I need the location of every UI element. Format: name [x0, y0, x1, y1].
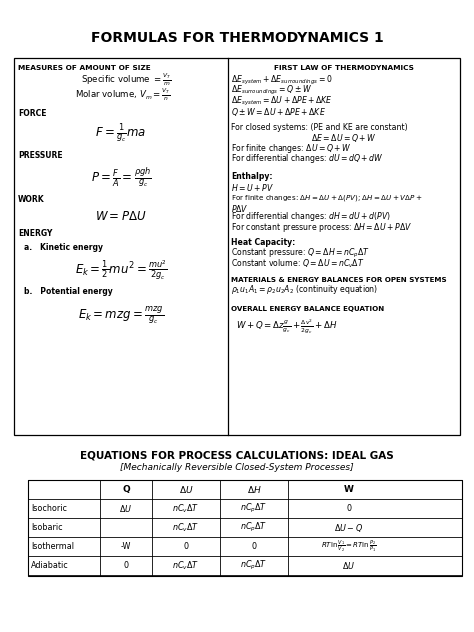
Text: $nC_p\Delta T$: $nC_p\Delta T$: [240, 502, 268, 515]
Text: For differential changes: $dU = dQ + dW$: For differential changes: $dU = dQ + dW$: [231, 152, 383, 165]
Text: Q: Q: [122, 485, 130, 494]
Text: Isothermal: Isothermal: [31, 542, 74, 551]
Bar: [28, 480, 462, 576]
Text: Enthalpy:: Enthalpy:: [231, 172, 273, 181]
Text: $\Delta E_{surroundings} = Q \pm W$: $\Delta E_{surroundings} = Q \pm W$: [231, 84, 312, 97]
Text: $\Delta E_{system} = \Delta U + \Delta PE + \Delta KE$: $\Delta E_{system} = \Delta U + \Delta P…: [231, 94, 333, 107]
Text: $\Delta U$: $\Delta U$: [342, 560, 356, 571]
Text: WORK: WORK: [18, 195, 45, 205]
Text: $nC_v\Delta T$: $nC_v\Delta T$: [173, 521, 200, 534]
Text: PRESSURE: PRESSURE: [18, 152, 63, 161]
Text: For closed systems: (PE and KE are constant): For closed systems: (PE and KE are const…: [231, 123, 408, 131]
Text: FORCE: FORCE: [18, 109, 46, 118]
Text: Heat Capacity:: Heat Capacity:: [231, 238, 295, 247]
Text: $nC_v\Delta T$: $nC_v\Delta T$: [173, 559, 200, 572]
Text: Specific volume $= \frac{V_T}{m}$: Specific volume $= \frac{V_T}{m}$: [81, 72, 171, 88]
Text: EQUATIONS FOR PROCESS CALCULATIONS: IDEAL GAS: EQUATIONS FOR PROCESS CALCULATIONS: IDEA…: [80, 450, 394, 460]
Text: FORMULAS FOR THERMODYNAMICS 1: FORMULAS FOR THERMODYNAMICS 1: [91, 31, 383, 45]
Text: For finite changes: $\Delta H = \Delta U + \Delta(PV)$; $\Delta H = \Delta U + V: For finite changes: $\Delta H = \Delta U…: [231, 193, 422, 203]
Text: 0: 0: [183, 542, 189, 551]
Text: -W: -W: [121, 542, 131, 551]
Text: $nC_p\Delta T$: $nC_p\Delta T$: [240, 559, 268, 572]
Text: $\Delta U$: $\Delta U$: [119, 503, 133, 514]
Text: [Mechanically Reversible Closed-System Processes]: [Mechanically Reversible Closed-System P…: [120, 463, 354, 471]
Text: 0: 0: [346, 504, 352, 513]
Text: $F = \frac{1}{g_c}ma$: $F = \frac{1}{g_c}ma$: [95, 123, 146, 145]
Text: Isobaric: Isobaric: [31, 523, 63, 532]
Text: $\Delta E = \Delta U = Q + W$: $\Delta E = \Delta U = Q + W$: [311, 131, 377, 143]
Text: $\Delta U - Q$: $\Delta U - Q$: [335, 521, 364, 533]
Text: $nC_v\Delta T$: $nC_v\Delta T$: [173, 502, 200, 514]
Text: $RT\ln\frac{V_1}{V_2} = RT\ln\frac{P_2}{P_1}$: $RT\ln\frac{V_1}{V_2} = RT\ln\frac{P_2}{…: [321, 538, 377, 554]
Text: For constant pressure process: $\Delta H = \Delta U + P\Delta V$: For constant pressure process: $\Delta H…: [231, 221, 412, 233]
Text: $\rho_1 u_1 A_1 = \rho_2 u_2 A_2$ (continuity equation): $\rho_1 u_1 A_1 = \rho_2 u_2 A_2$ (conti…: [231, 284, 378, 296]
Text: Adiabatic: Adiabatic: [31, 561, 69, 570]
Text: $P = \frac{F}{A} = \frac{\rho gh}{g_c}$: $P = \frac{F}{A} = \frac{\rho gh}{g_c}$: [91, 165, 151, 189]
Text: Molar volume, $V_m = \frac{V_T}{n}$: Molar volume, $V_m = \frac{V_T}{n}$: [75, 87, 171, 103]
Text: $W = P\Delta U$: $W = P\Delta U$: [95, 209, 147, 222]
Text: $E_k = mzg = \frac{mzg}{g_c}$: $E_k = mzg = \frac{mzg}{g_c}$: [78, 304, 164, 326]
Text: b.   Potential energy: b. Potential energy: [24, 288, 113, 296]
Text: MEASURES OF AMOUNT OF SIZE: MEASURES OF AMOUNT OF SIZE: [18, 65, 151, 71]
Text: $\Delta H$: $\Delta H$: [246, 484, 261, 495]
Text: MATERIALS & ENERGY BALANCES FOR OPEN SYSTEMS: MATERIALS & ENERGY BALANCES FOR OPEN SYS…: [231, 277, 447, 283]
Text: $P\Delta V$: $P\Delta V$: [231, 203, 249, 214]
Text: a.   Kinetic energy: a. Kinetic energy: [24, 243, 103, 252]
Bar: [14, 58, 460, 435]
Text: W: W: [344, 485, 354, 494]
Text: $W + Q = \Delta z\frac{g}{g_c} + \frac{\Delta v^2}{2g_c} + \Delta H$: $W + Q = \Delta z\frac{g}{g_c} + \frac{\…: [236, 318, 337, 336]
Text: $E_k = \frac{1}{2}mu^2 = \frac{mu^2}{2g_c}$: $E_k = \frac{1}{2}mu^2 = \frac{mu^2}{2g_…: [75, 258, 167, 282]
Text: Constant volume: $Q = \Delta U = nC_v\Delta T$: Constant volume: $Q = \Delta U = nC_v\De…: [231, 257, 365, 270]
Text: $nC_p\Delta T$: $nC_p\Delta T$: [240, 521, 268, 534]
Text: 0: 0: [124, 561, 128, 570]
Text: Constant pressure: $Q = \Delta H = nC_p\Delta T$: Constant pressure: $Q = \Delta H = nC_p\…: [231, 246, 370, 260]
Text: 0: 0: [252, 542, 256, 551]
Text: Isochoric: Isochoric: [31, 504, 67, 513]
Text: ENERGY: ENERGY: [18, 229, 52, 238]
Text: $\Delta U$: $\Delta U$: [179, 484, 193, 495]
Text: $H = U + PV$: $H = U + PV$: [231, 181, 274, 193]
Text: $\Delta E_{system} + \Delta E_{surroundings} = 0$: $\Delta E_{system} + \Delta E_{surroundi…: [231, 73, 332, 87]
Text: OVERALL ENERGY BALANCE EQUATION: OVERALL ENERGY BALANCE EQUATION: [231, 306, 384, 312]
Text: FIRST LAW OF THERMODYNAMICS: FIRST LAW OF THERMODYNAMICS: [274, 65, 414, 71]
Text: For differential changes: $dH = dU + d(PV)$: For differential changes: $dH = dU + d(P…: [231, 210, 391, 223]
Text: For finite changes: $\Delta U = Q + W$: For finite changes: $\Delta U = Q + W$: [231, 142, 352, 155]
Text: $Q \pm W = \Delta U + \Delta PE + \Delta KE$: $Q \pm W = \Delta U + \Delta PE + \Delta…: [231, 106, 326, 118]
